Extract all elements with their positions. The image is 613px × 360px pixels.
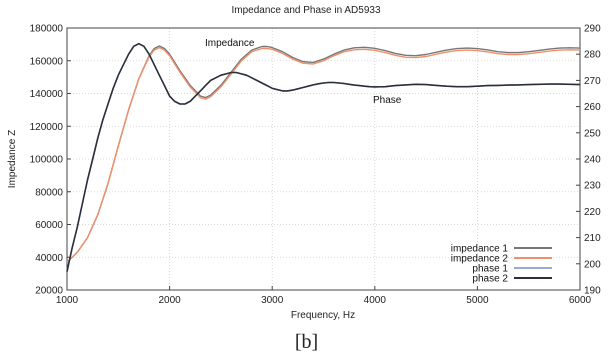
x-axis: 1000 2000 3000 4000 5000 6000: [56, 286, 592, 306]
y-tick-label: 180000: [30, 24, 64, 35]
series-line-phase-1: [66, 43, 581, 272]
y-tick-label: 80000: [35, 187, 63, 198]
x-tick-label: 2000: [158, 295, 181, 306]
y2-tick-label: 240: [584, 155, 601, 166]
y2-tick-label: 270: [584, 76, 601, 87]
y-tick-label: 160000: [30, 56, 64, 67]
y-tick-label: 60000: [35, 220, 63, 231]
y-axis-right: 190 200 210 220 230 240 250 260 270 280 290: [576, 24, 601, 297]
series-line-phase-2: [66, 42, 581, 272]
y-tick-label: 140000: [30, 89, 64, 100]
x-tick-label: 6000: [569, 295, 592, 306]
legend-label: phase 2: [472, 274, 508, 285]
y2-tick-label: 250: [584, 128, 601, 139]
y2-tick-label: 200: [584, 259, 601, 270]
y2-tick-label: 230: [584, 181, 601, 192]
x-axis-label: Frequency, Hz: [291, 310, 355, 321]
figure-caption: [b]: [294, 331, 319, 353]
y-tick-label: 40000: [35, 253, 63, 264]
y2-tick-label: 210: [584, 233, 601, 244]
legend-label: impedance 1: [451, 244, 509, 255]
y-tick-label: 120000: [30, 122, 64, 133]
legend-label: impedance 2: [451, 254, 509, 265]
x-tick-label: 1000: [56, 295, 79, 306]
annotation-phase: Phase: [373, 95, 402, 106]
series-line-impedance-1: [66, 45, 581, 263]
x-tick-label: 4000: [364, 295, 387, 306]
y-axis-left: 20000 40000 60000 80000 100000 120000 140000 16…: [30, 24, 71, 297]
y-axis-label: Impedance Z: [7, 130, 18, 188]
series-line-impedance-2: [66, 46, 581, 263]
y-tick-label: 20000: [35, 286, 63, 297]
y2-tick-label: 290: [584, 24, 601, 35]
y2-tick-label: 260: [584, 102, 601, 113]
series-lines: [66, 42, 581, 272]
y-tick-label: 100000: [30, 155, 64, 166]
x-tick-label: 5000: [466, 295, 489, 306]
legend-label: phase 1: [472, 264, 508, 275]
y2-tick-label: 280: [584, 50, 601, 61]
y2-tick-label: 220: [584, 207, 601, 218]
annotation-impedance: Impedance: [205, 38, 255, 49]
y2-tick-label: 190: [584, 286, 601, 297]
x-tick-label: 3000: [261, 295, 284, 306]
chart-title: Impedance and Phase in AD5933: [232, 5, 381, 16]
